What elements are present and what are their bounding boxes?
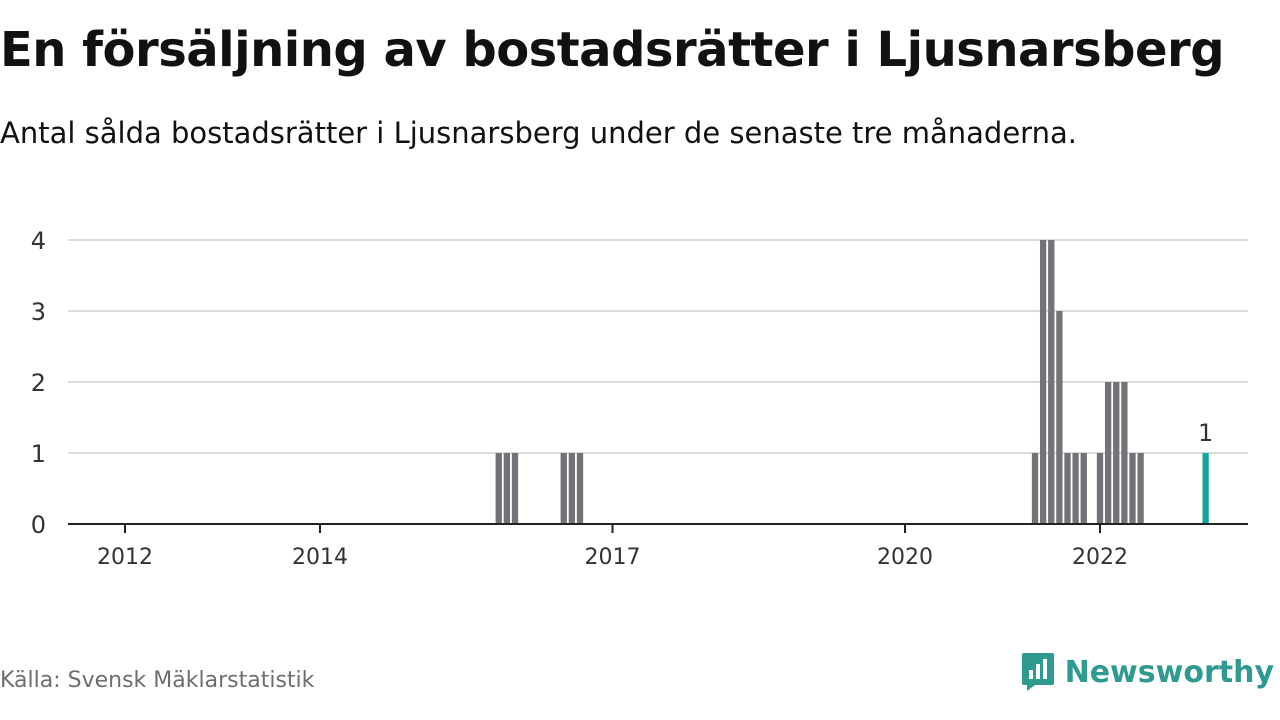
x-tick-label: 2017	[585, 545, 641, 570]
bar	[576, 453, 584, 524]
bar	[1113, 382, 1120, 524]
bar	[560, 453, 567, 524]
bar	[1096, 453, 1104, 524]
bar	[1056, 311, 1063, 524]
x-tick-label: 2014	[292, 545, 348, 570]
bar	[1048, 240, 1055, 524]
y-tick-label: 1	[31, 440, 46, 468]
brand[interactable]: Newsworthy	[1021, 652, 1274, 692]
bar	[1129, 453, 1136, 524]
bar	[1137, 453, 1144, 524]
highlight-bar	[1202, 453, 1209, 524]
x-tick-label: 2012	[97, 545, 153, 570]
source-note: Källa: Svensk Mäklarstatistik	[0, 668, 315, 693]
bar	[1064, 453, 1071, 524]
x-tick-label: 2022	[1072, 545, 1128, 570]
highlight-label: 1	[1198, 419, 1213, 447]
x-tick-label: 2020	[877, 545, 933, 570]
bar	[1080, 453, 1087, 524]
bar	[503, 453, 511, 524]
y-tick-label: 4	[31, 227, 46, 255]
newsworthy-logo-icon	[1021, 653, 1054, 691]
page-subtitle: Antal sålda bostadsrätter i Ljusnarsberg…	[0, 116, 1077, 150]
bar	[1031, 453, 1039, 524]
bar	[1104, 382, 1112, 524]
brand-name: Newsworthy	[1064, 654, 1274, 690]
y-tick-label: 0	[31, 511, 46, 539]
page-title: En försäljning av bostadsrätter i Ljusna…	[0, 22, 1225, 78]
y-tick-label: 2	[31, 369, 46, 397]
y-tick-label: 3	[31, 298, 46, 326]
bar	[511, 453, 519, 524]
bar	[1072, 453, 1079, 524]
bar	[495, 453, 502, 524]
bar	[568, 453, 576, 524]
bar	[1039, 240, 1047, 524]
bar-chart: 0 1 2 3 4 1 2012 2014 2017 2020 2022	[31, 227, 1248, 570]
bar	[1121, 382, 1128, 524]
